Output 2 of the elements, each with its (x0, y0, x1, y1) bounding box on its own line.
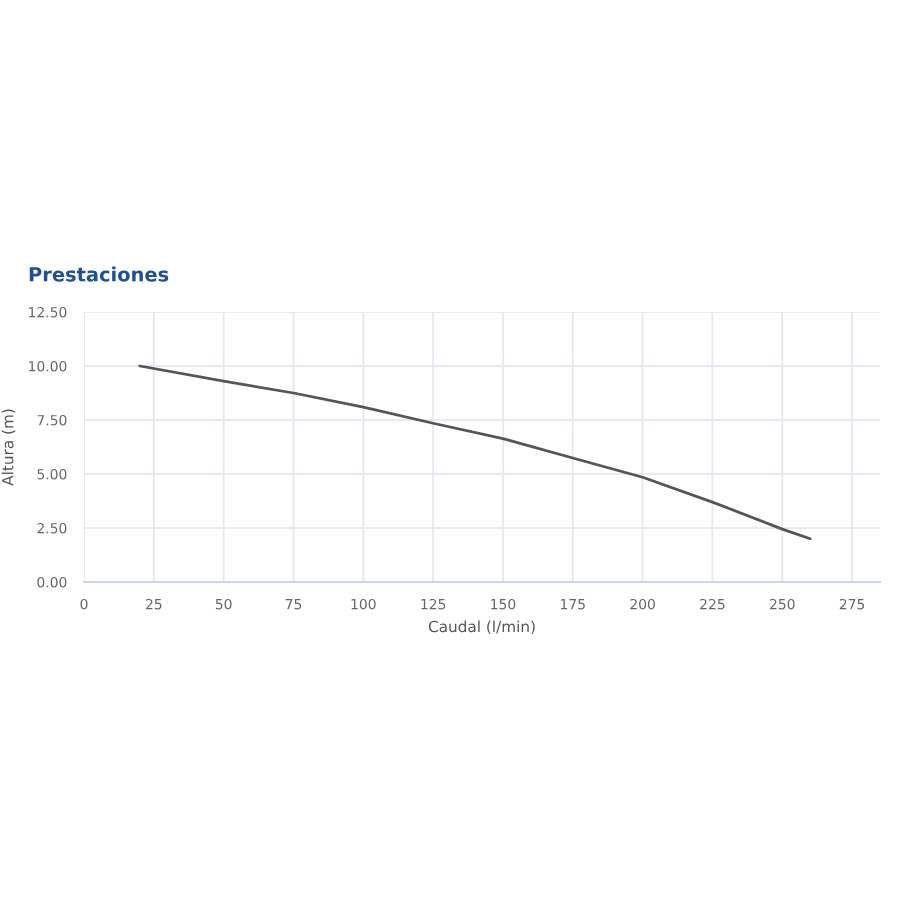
line-series (138, 364, 812, 541)
chart-title: Prestaciones (29, 266, 169, 282)
